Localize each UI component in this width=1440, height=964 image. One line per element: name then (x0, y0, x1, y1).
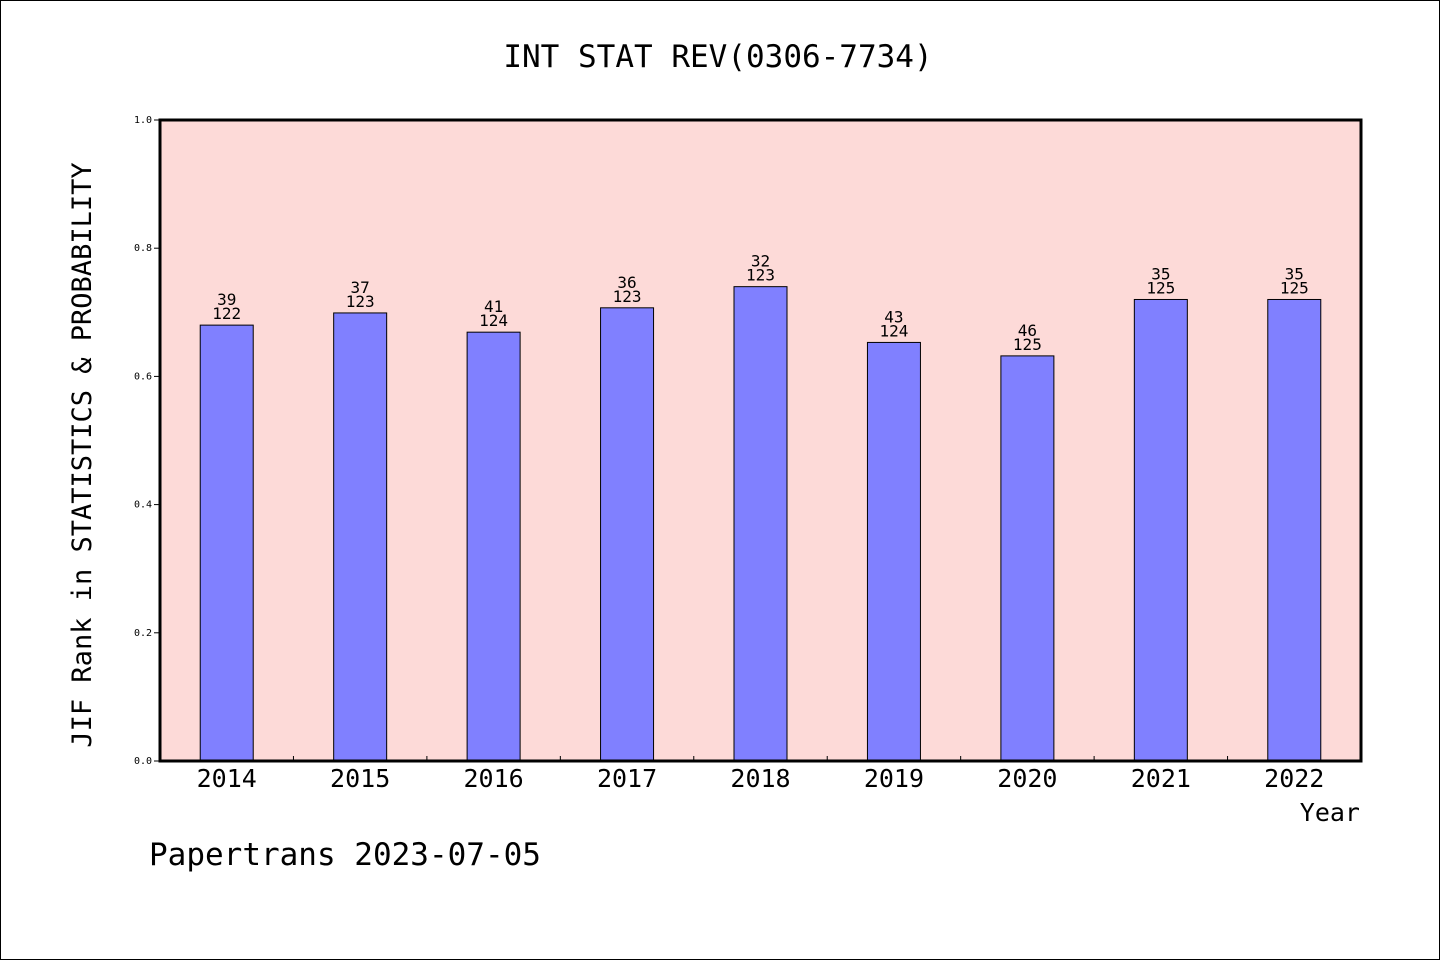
x-tick-label: 2015 (330, 764, 390, 793)
x-axis-label: Year (1300, 798, 1360, 827)
bar-rank-label: 32 (751, 252, 770, 271)
bar-2018 (733, 286, 788, 762)
bar-total-label: 122 (212, 304, 241, 323)
bar-rank-label: 41 (484, 297, 503, 316)
bar-2020 (1000, 355, 1055, 762)
y-tick-label: 0.6 (134, 371, 152, 382)
x-tick-label: 2018 (730, 764, 790, 793)
bar-2015 (333, 312, 388, 762)
bar-2014 (199, 324, 254, 762)
x-tick-label: 2021 (1131, 764, 1191, 793)
bar-2022 (1267, 298, 1322, 762)
bar-2016 (466, 331, 521, 762)
bar-rank-label: 39 (217, 290, 236, 309)
bar-rank-label: 35 (1285, 264, 1304, 283)
y-tick-label: 0.8 (134, 243, 152, 254)
bar-rank-label: 43 (884, 307, 903, 326)
y-tick-label: 1.0 (134, 115, 152, 126)
y-tick-label: 0.4 (134, 500, 152, 511)
bar-rank-label: 36 (617, 273, 636, 292)
bar-rank-label: 37 (351, 278, 370, 297)
plot-border (158, 118, 1363, 763)
bar-2019 (866, 341, 921, 762)
footer-text: Papertrans 2023-07-05 (149, 837, 541, 873)
bar-total-label: 124 (879, 321, 908, 340)
bar-2017 (600, 307, 655, 762)
bar-total-label: 125 (1280, 278, 1309, 297)
x-tick-label: 2020 (997, 764, 1057, 793)
bar-2021 (1133, 298, 1188, 762)
x-tick-label: 2017 (597, 764, 657, 793)
bar-total-label: 123 (346, 292, 375, 311)
x-tick-label: 2022 (1264, 764, 1324, 793)
bar-rank-label: 35 (1151, 264, 1170, 283)
x-tick-label: 2019 (864, 764, 924, 793)
chart-title: INT STAT REV(0306-7734) (503, 39, 932, 75)
bar-total-label: 124 (479, 311, 508, 330)
bar-total-label: 123 (613, 287, 642, 306)
y-axis-label: JIF Rank in STATISTICS & PROBABILITY (67, 162, 98, 747)
y-tick-label: 0.2 (134, 628, 152, 639)
bar-rank-label: 46 (1018, 321, 1037, 340)
bar-total-label: 123 (746, 266, 775, 285)
y-axis: 0.0 0.2 0.4 0.6 0.8 1.0 (134, 115, 160, 767)
y-tick-label: 0.0 (134, 756, 152, 767)
bar-total-label: 125 (1013, 335, 1042, 354)
x-tick-label: 2014 (197, 764, 257, 793)
bar-total-label: 125 (1146, 278, 1175, 297)
x-axis: 2014 2015 2016 2017 2018 2019 2020 2021 2022 (197, 756, 1324, 793)
x-tick-label: 2016 (464, 764, 524, 793)
